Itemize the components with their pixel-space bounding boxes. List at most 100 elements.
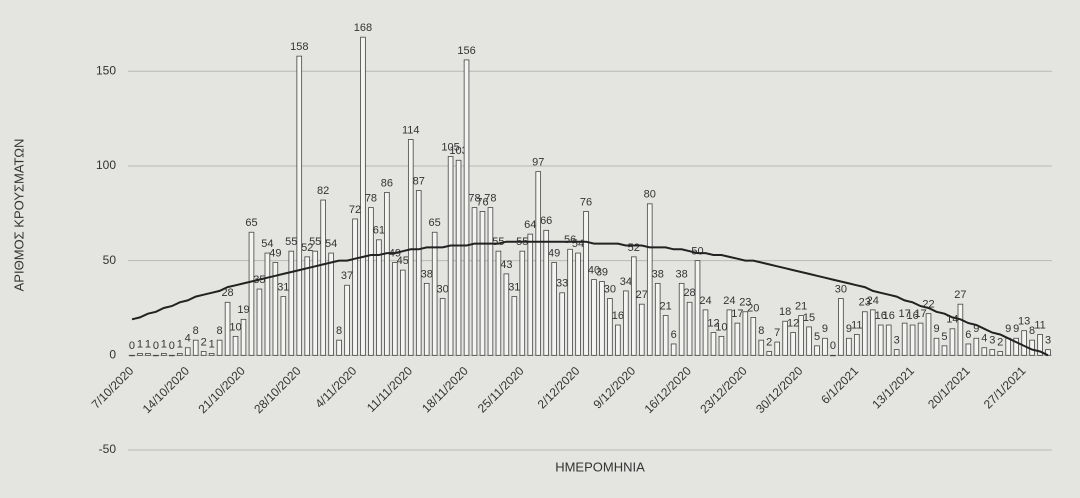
bar [248, 231, 255, 356]
y-tick-label: -50 [99, 442, 117, 456]
data-label: 38 [675, 268, 687, 280]
data-label: 24 [867, 295, 879, 307]
data-label: 54 [572, 238, 584, 250]
data-label: 3 [989, 335, 995, 347]
data-label: 65 [245, 217, 257, 229]
data-label: 49 [548, 247, 560, 259]
bar [384, 192, 390, 356]
bar [909, 324, 916, 356]
data-label: 17 [914, 308, 926, 320]
bar [678, 282, 685, 356]
data-label: 80 [644, 189, 656, 201]
bar [328, 252, 334, 356]
data-label: 40 [588, 264, 600, 276]
bar [981, 347, 988, 356]
data-label: 24 [723, 295, 735, 307]
data-label: 97 [532, 157, 544, 169]
data-label: 17 [899, 308, 911, 320]
bar [479, 211, 486, 356]
bar [304, 256, 311, 356]
data-label: 9 [1005, 323, 1011, 335]
data-label: 86 [381, 177, 393, 189]
data-label: 28 [683, 287, 695, 299]
data-label: 12 [787, 318, 799, 330]
bar [200, 351, 207, 356]
bar [917, 322, 924, 356]
bar [854, 334, 860, 356]
data-label: 49 [269, 247, 281, 259]
data-label: 1 [209, 338, 215, 350]
bar [216, 339, 223, 356]
bar [1013, 337, 1019, 356]
bar [161, 353, 167, 356]
y-axis-label: ΑΡΙΘΜΟΣ ΚΡΟΥΣΜΑΤΩΝ [11, 139, 26, 292]
data-label: 0 [129, 340, 135, 352]
bar [272, 262, 279, 356]
data-label: 78 [365, 193, 377, 205]
bar [296, 55, 303, 356]
data-label: 52 [628, 242, 640, 254]
bar [718, 335, 725, 356]
bar [352, 218, 358, 356]
y-tick-label: 150 [96, 63, 116, 77]
trend-line [131, 240, 1049, 357]
bar [670, 343, 677, 356]
bar [631, 256, 637, 356]
bar [240, 318, 247, 356]
data-label: 61 [373, 225, 385, 237]
data-label: 31 [508, 282, 520, 294]
bar [176, 353, 183, 356]
data-label: 54 [261, 238, 273, 250]
data-label: 20 [747, 302, 759, 314]
data-label: 8 [217, 325, 223, 337]
bar [822, 337, 828, 356]
bar [184, 347, 191, 356]
bar [846, 337, 852, 356]
data-label: 6 [671, 329, 677, 341]
data-label: 30 [835, 283, 847, 295]
data-label: 4 [981, 333, 987, 345]
data-label: 11 [1034, 319, 1045, 331]
bar [806, 326, 812, 356]
bar [702, 309, 709, 356]
bar [519, 250, 526, 356]
data-label: 17 [731, 308, 743, 320]
data-label: 65 [429, 217, 441, 229]
data-label: 76 [476, 196, 488, 208]
bar [575, 252, 581, 356]
data-label: 43 [500, 259, 512, 271]
data-label: 82 [317, 185, 329, 197]
data-label: 30 [437, 283, 449, 295]
data-label: 16 [883, 310, 895, 322]
y-tick-label: 100 [96, 158, 116, 172]
bar [535, 171, 542, 356]
bar [583, 211, 589, 356]
data-label: 21 [660, 300, 672, 312]
data-label: 168 [354, 22, 372, 34]
bar [782, 320, 788, 356]
data-label: 114 [402, 124, 420, 136]
bar [145, 353, 151, 356]
data-label: 15 [803, 312, 815, 324]
bar [1045, 349, 1051, 356]
data-label: 24 [699, 295, 711, 307]
data-label: 0 [830, 340, 836, 352]
bar [137, 353, 143, 356]
data-label: 8 [336, 325, 342, 337]
data-label: 3 [894, 335, 900, 347]
data-label: 156 [457, 45, 475, 57]
data-label: 16 [875, 310, 887, 322]
data-label: 55 [309, 236, 321, 248]
y-tick-label: 50 [103, 253, 117, 267]
data-label: 56 [564, 234, 576, 246]
bar [511, 296, 518, 356]
bar [925, 313, 932, 356]
data-label: 76 [580, 196, 592, 208]
bar [686, 301, 693, 356]
bar [264, 252, 271, 356]
data-label: 19 [237, 304, 249, 316]
data-label: 39 [596, 266, 608, 278]
data-label: 1 [161, 338, 167, 350]
bar [463, 59, 470, 356]
bar [232, 335, 239, 356]
